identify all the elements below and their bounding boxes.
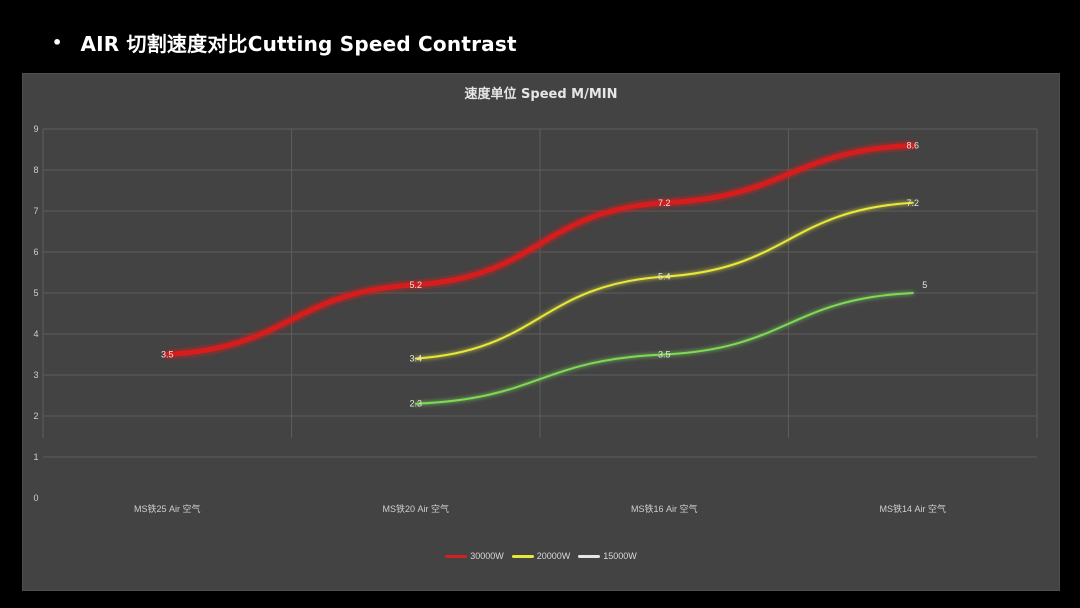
- legend-swatch: [578, 554, 601, 558]
- legend-label: 15000W: [603, 551, 637, 561]
- legend-item: 30000W: [445, 551, 504, 561]
- x-tick-label: MS铁25 Air 空气: [134, 503, 201, 514]
- legend-item: 15000W: [578, 551, 637, 561]
- x-tick-label: MS铁20 Air 空气: [382, 503, 449, 514]
- series-lines: [164, 142, 916, 405]
- data-label: 2.3: [409, 399, 422, 409]
- data-label: 7.2: [906, 198, 919, 208]
- chart-panel: 0 1 2 3 4 5 6 7 8 9 MS铁25 Air 空气 MS铁20 Air 空气 MS铁16 …: [22, 73, 1060, 591]
- chart-title: 速度单位 Speed M/MIN: [464, 87, 618, 102]
- series-line-20000W: [414, 201, 914, 360]
- legend-item: 20000W: [511, 551, 571, 561]
- legend-label: 20000W: [536, 551, 571, 561]
- y-tick-label: 0: [33, 493, 38, 503]
- series-line-30000W: [164, 142, 916, 357]
- series-line-15000W: [414, 292, 914, 405]
- y-tick-label: 5: [33, 288, 38, 298]
- axis-ticks: 0 1 2 3 4 5 6 7 8 9 MS铁25 Air 空气 MS铁20 Air 空气 MS铁16 …: [33, 124, 946, 514]
- y-tick-label: 1: [33, 452, 38, 462]
- slide-heading: • AIR 切割速度对比Cutting Speed Contrast: [52, 28, 517, 57]
- x-tick-label: MS铁16 Air 空气: [631, 503, 698, 514]
- data-label: 5: [922, 280, 927, 290]
- y-tick-label: 6: [33, 247, 38, 257]
- data-label: 3.5: [658, 350, 671, 360]
- data-label: 3.5: [161, 350, 174, 360]
- y-tick-label: 7: [33, 206, 38, 216]
- line-chart: 0 1 2 3 4 5 6 7 8 9 MS铁25 Air 空气 MS铁20 Air 空气 MS铁16 …: [33, 124, 1038, 514]
- y-tick-label: 8: [33, 165, 38, 175]
- bullet-icon: •: [52, 33, 63, 52]
- data-labels: 3.5 5.2 7.2 8.6 3.4 5.4 7.2 2.3 3.5 5: [161, 140, 927, 408]
- y-tick-label: 4: [33, 329, 38, 339]
- grid: [42, 128, 1038, 458]
- data-label: 5.2: [409, 280, 422, 290]
- y-tick-label: 3: [33, 370, 38, 380]
- slide-title: AIR 切割速度对比Cutting Speed Contrast: [80, 32, 517, 56]
- chart-legend: 30000W 20000W 15000W: [23, 551, 1059, 561]
- legend-label: 30000W: [470, 551, 504, 561]
- legend-swatch: [511, 554, 534, 558]
- legend-swatch: [445, 554, 468, 558]
- y-tick-label: 9: [33, 124, 38, 134]
- data-label: 3.4: [409, 354, 422, 364]
- x-tick-label: MS铁14 Air 空气: [879, 503, 946, 514]
- y-tick-label: 2: [33, 411, 38, 421]
- data-label: 8.6: [906, 140, 919, 150]
- data-label: 7.2: [658, 198, 671, 208]
- data-label: 5.4: [658, 272, 671, 282]
